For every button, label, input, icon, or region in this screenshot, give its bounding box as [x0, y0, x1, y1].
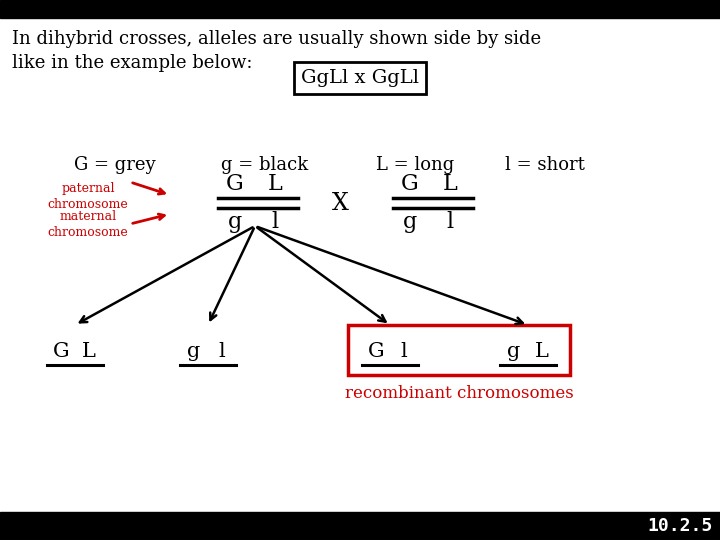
- Bar: [348, 325, 570, 375]
- Text: L = long: L = long: [376, 156, 454, 174]
- Text: g: g: [187, 342, 201, 361]
- Text: g: g: [403, 211, 417, 233]
- Text: l = short: l = short: [505, 156, 585, 174]
- Text: L: L: [82, 342, 96, 361]
- Text: l: l: [219, 342, 225, 361]
- Text: g: g: [508, 342, 521, 361]
- Text: G: G: [368, 342, 384, 361]
- Text: paternal
chromosome: paternal chromosome: [48, 182, 128, 211]
- Text: L: L: [535, 342, 549, 361]
- Text: L: L: [443, 173, 457, 195]
- Bar: [0, 0, 720, 18]
- Bar: [0, 512, 720, 540]
- Text: g: g: [228, 211, 242, 233]
- Text: l: l: [271, 211, 279, 233]
- Text: maternal
chromosome: maternal chromosome: [48, 210, 128, 239]
- Text: g = black: g = black: [221, 156, 309, 174]
- Text: l: l: [400, 342, 408, 361]
- Text: recombinant chromosomes: recombinant chromosomes: [345, 385, 573, 402]
- Text: L: L: [268, 173, 282, 195]
- Text: G = grey: G = grey: [74, 156, 156, 174]
- Text: G: G: [226, 173, 244, 195]
- Text: 10.2.5: 10.2.5: [647, 517, 713, 535]
- Text: GgLl x GgLl: GgLl x GgLl: [301, 69, 419, 87]
- Text: In dihybrid crosses, alleles are usually shown side by side
like in the example : In dihybrid crosses, alleles are usually…: [12, 30, 541, 72]
- Text: l: l: [446, 211, 454, 233]
- Text: G: G: [401, 173, 419, 195]
- Text: G: G: [53, 342, 69, 361]
- Text: X: X: [332, 192, 348, 214]
